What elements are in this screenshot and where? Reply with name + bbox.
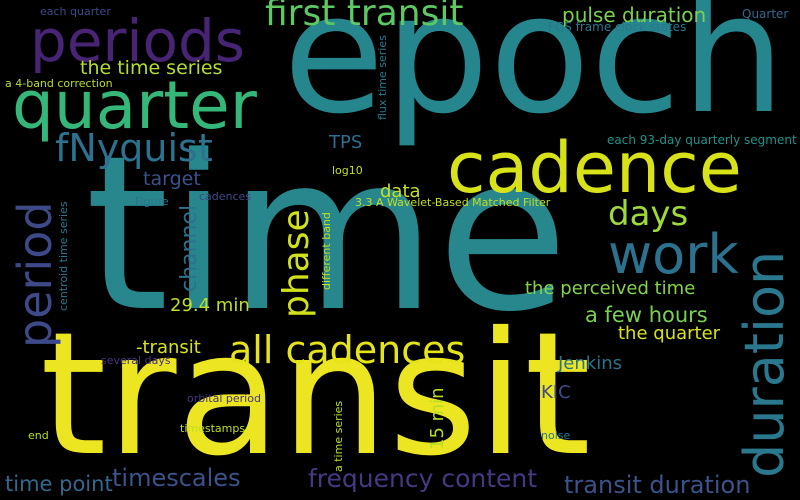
word-log10: log10 (332, 164, 363, 177)
word-cadences: cadences (199, 190, 252, 203)
word-work: work (608, 223, 739, 286)
word-centroid-time-series: centroid time series (57, 201, 70, 311)
word-each-quarter: each quarter (40, 5, 111, 18)
word-channel: channel (177, 204, 202, 292)
word-kic: KIC (541, 382, 571, 403)
word-fgs-frame-clock-states: FGS frame clock states (548, 20, 687, 34)
word-tps: TPS (329, 132, 363, 153)
word-the-time-series: the time series (80, 57, 223, 79)
word-quarter-small: Quarter (742, 7, 789, 21)
word-target: target (143, 168, 201, 190)
word-transit-duration: transit duration (564, 471, 751, 499)
word-data: data (380, 181, 421, 202)
word-time: time (85, 110, 569, 359)
word-end: end (28, 429, 49, 442)
word-frequency-content: frequency content (308, 464, 538, 493)
word-all-cadences: all cadences (229, 328, 466, 372)
word-a-few-hours: a few hours (585, 303, 708, 327)
word-15-min: 15 min (427, 387, 448, 450)
word-minus-transit: -transit (136, 337, 201, 358)
word-first-transit: first transit (265, 0, 464, 34)
word-wavelet-matched-filter: 3.3 A Wavelet-Based Matched Filter (355, 196, 551, 209)
word-period: period (8, 201, 62, 348)
word-the-perceived-time: the perceived time (525, 278, 696, 299)
word-duration: duration (733, 250, 796, 478)
word-periods: periods (30, 7, 245, 75)
word-jenkins: Jenkins (558, 353, 623, 374)
word-orbital-period: orbital period (187, 392, 261, 405)
word-fnyquist: fNyquist (55, 126, 213, 170)
word-phase: phase (276, 209, 317, 318)
word-the-quarter: the quarter (618, 323, 721, 344)
word-29-4-min: 29.4 min (170, 295, 250, 316)
word-time-point: time point (5, 472, 113, 496)
word-pulse-duration: pulse duration (562, 3, 707, 27)
word-timescales: timescales (112, 464, 241, 492)
word-a-time-series: a time series (332, 400, 345, 472)
word-each-93-day-quarterly-segment: each 93-day quarterly segment (607, 133, 797, 147)
word-days: days (608, 194, 689, 234)
word-quarter: quarter (12, 67, 257, 144)
word-epoch: epoch (283, 0, 786, 150)
word-a-4-band-correction: a 4-band correction (5, 77, 113, 90)
word-figure: Figure (135, 195, 169, 208)
word-timestamps: timestamps (180, 422, 246, 435)
word-flux-time-series: flux time series (376, 35, 389, 120)
word-several-days: several days (101, 354, 171, 367)
word-transit: transit (40, 296, 591, 494)
word-different-band: different band (320, 212, 333, 290)
word-noise: noise (541, 429, 571, 442)
word-cadence: cadence (447, 127, 742, 209)
